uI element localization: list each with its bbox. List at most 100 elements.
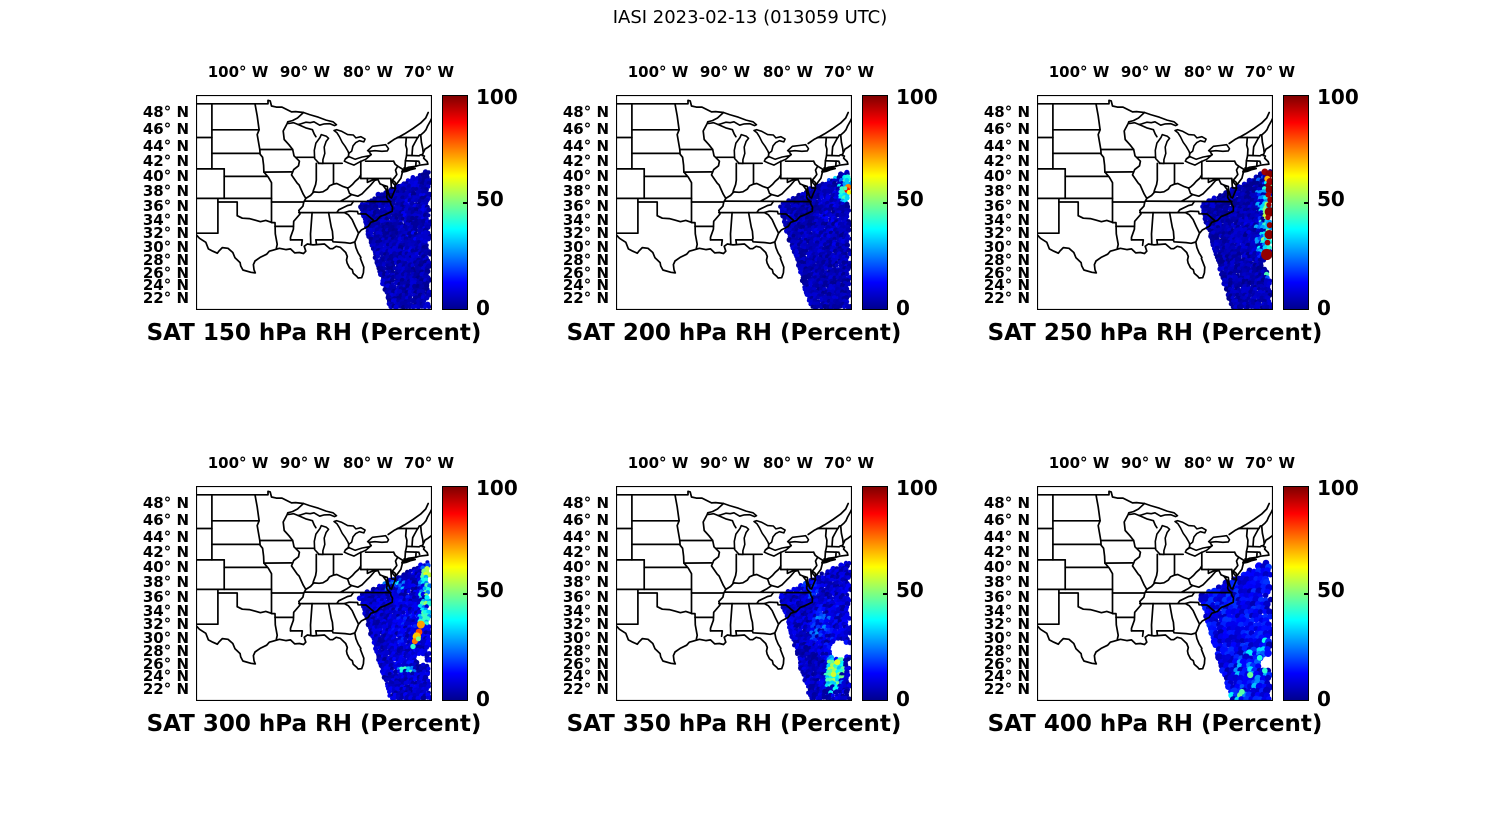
lat-tick-label: 30° N (562, 237, 609, 256)
lon-tick-label: 90° W (699, 454, 751, 472)
lat-tick-label: 34° N (562, 210, 609, 229)
lat-tick-label: 36° N (983, 587, 1030, 606)
lat-tick-label: 24° N (142, 667, 189, 686)
lat-tick-label: 36° N (562, 196, 609, 215)
lat-tick-label: 28° N (562, 641, 609, 660)
colorbar-150hpa (442, 95, 468, 310)
colorbar-tick-label: 0 (896, 296, 910, 320)
lon-tick-label: 80° W (1183, 454, 1235, 472)
colorbar-mid-tick (1304, 593, 1309, 595)
data-dots (778, 560, 852, 701)
colorbar-tick-label: 100 (896, 85, 938, 109)
lon-tick-label: 100° W (627, 454, 689, 472)
panel-title-350hpa: SAT 350 hPa RH (Percent) (566, 711, 902, 737)
lat-tick-label: 38° N (142, 182, 189, 201)
lat-tick-label: 38° N (142, 573, 189, 592)
lat-tick-label: 28° N (142, 641, 189, 660)
lat-tick-label: 36° N (983, 196, 1030, 215)
colorbar-tick-label: 50 (1317, 578, 1345, 602)
lat-tick-label: 42° N (142, 543, 189, 562)
map-plot-250hpa (1037, 95, 1273, 310)
lon-tick-label: 70° W (403, 63, 455, 81)
lon-tick-label: 90° W (279, 454, 331, 472)
lat-tick-label: 46° N (983, 120, 1030, 139)
lat-tick-label: 44° N (983, 136, 1030, 155)
colorbar-tick-label: 0 (896, 687, 910, 711)
lon-tick-label: 70° W (403, 454, 455, 472)
lat-tick-label: 40° N (142, 558, 189, 577)
lat-tick-label: 40° N (983, 558, 1030, 577)
lat-tick-label: 36° N (562, 587, 609, 606)
colorbar-tick-label: 50 (476, 187, 504, 211)
panel-title-300hpa: SAT 300 hPa RH (Percent) (146, 711, 482, 737)
colorbar-tick-label: 100 (1317, 476, 1359, 500)
lat-tick-label: 38° N (983, 182, 1030, 201)
axes-frame (196, 95, 432, 310)
lon-tick-label: 100° W (207, 454, 269, 472)
lat-tick-label: 42° N (562, 152, 609, 171)
lat-tick-label: 30° N (983, 237, 1030, 256)
lon-tick-label: 80° W (762, 454, 814, 472)
colorbar-mid-tick (883, 202, 888, 204)
lat-tick-label: 48° N (983, 103, 1030, 122)
lat-tick-label: 42° N (983, 543, 1030, 562)
lat-tick-label: 32° N (142, 615, 189, 634)
lat-tick-label: 34° N (562, 601, 609, 620)
lat-tick-label: 32° N (983, 224, 1030, 243)
lat-tick-label: 36° N (142, 196, 189, 215)
lat-tick-label: 38° N (562, 182, 609, 201)
lat-tick-label: 28° N (142, 250, 189, 269)
colorbar-tick-label: 0 (476, 296, 490, 320)
lat-tick-label: 22° N (983, 679, 1030, 698)
map-plot-150hpa (196, 95, 432, 310)
lat-tick-label: 40° N (562, 167, 609, 186)
lon-tick-label: 70° W (823, 454, 875, 472)
panel-title-250hpa: SAT 250 hPa RH (Percent) (987, 320, 1323, 346)
lat-tick-label: 46° N (562, 511, 609, 530)
lat-tick-label: 40° N (562, 558, 609, 577)
lat-tick-label: 30° N (142, 628, 189, 647)
lat-tick-label: 42° N (562, 543, 609, 562)
lat-tick-label: 22° N (142, 679, 189, 698)
lat-tick-label: 22° N (562, 288, 609, 307)
lat-tick-label: 44° N (142, 136, 189, 155)
lat-tick-label: 22° N (142, 288, 189, 307)
colorbar-tick-label: 100 (896, 476, 938, 500)
lat-tick-label: 48° N (142, 103, 189, 122)
lat-tick-label: 36° N (142, 587, 189, 606)
lat-tick-label: 34° N (983, 601, 1030, 620)
lon-tick-label: 90° W (279, 63, 331, 81)
lat-tick-label: 24° N (562, 667, 609, 686)
lon-tick-label: 90° W (699, 63, 751, 81)
map-plot-400hpa (1037, 486, 1273, 701)
lat-tick-label: 32° N (983, 615, 1030, 634)
lon-tick-label: 100° W (627, 63, 689, 81)
lat-tick-label: 48° N (562, 103, 609, 122)
lat-tick-label: 26° N (983, 654, 1030, 673)
lat-tick-label: 48° N (983, 494, 1030, 513)
lon-tick-label: 80° W (342, 63, 394, 81)
lat-tick-label: 32° N (562, 224, 609, 243)
lat-tick-label: 26° N (983, 263, 1030, 282)
lat-tick-label: 26° N (142, 263, 189, 282)
lat-tick-label: 28° N (562, 250, 609, 269)
figure-title: IASI 2023-02-13 (013059 UTC) (612, 7, 888, 28)
panel-title-150hpa: SAT 150 hPa RH (Percent) (146, 320, 482, 346)
lat-tick-label: 46° N (562, 120, 609, 139)
map-plot-350hpa (616, 486, 852, 701)
colorbar-mid-tick (463, 593, 468, 595)
lat-tick-label: 46° N (983, 511, 1030, 530)
colorbar-tick-label: 100 (1317, 85, 1359, 109)
lat-tick-label: 26° N (562, 654, 609, 673)
panel-title-200hpa: SAT 200 hPa RH (Percent) (566, 320, 902, 346)
colorbar-tick-label: 0 (476, 687, 490, 711)
lat-tick-label: 44° N (562, 527, 609, 546)
lat-tick-label: 44° N (983, 527, 1030, 546)
colorbar-tick-label: 50 (476, 578, 504, 602)
map-plot-200hpa (616, 95, 852, 310)
colorbar-mid-tick (463, 202, 468, 204)
lon-tick-label: 100° W (207, 63, 269, 81)
lat-tick-label: 48° N (142, 494, 189, 513)
lat-tick-label: 42° N (983, 152, 1030, 171)
data-dots (1200, 168, 1273, 310)
